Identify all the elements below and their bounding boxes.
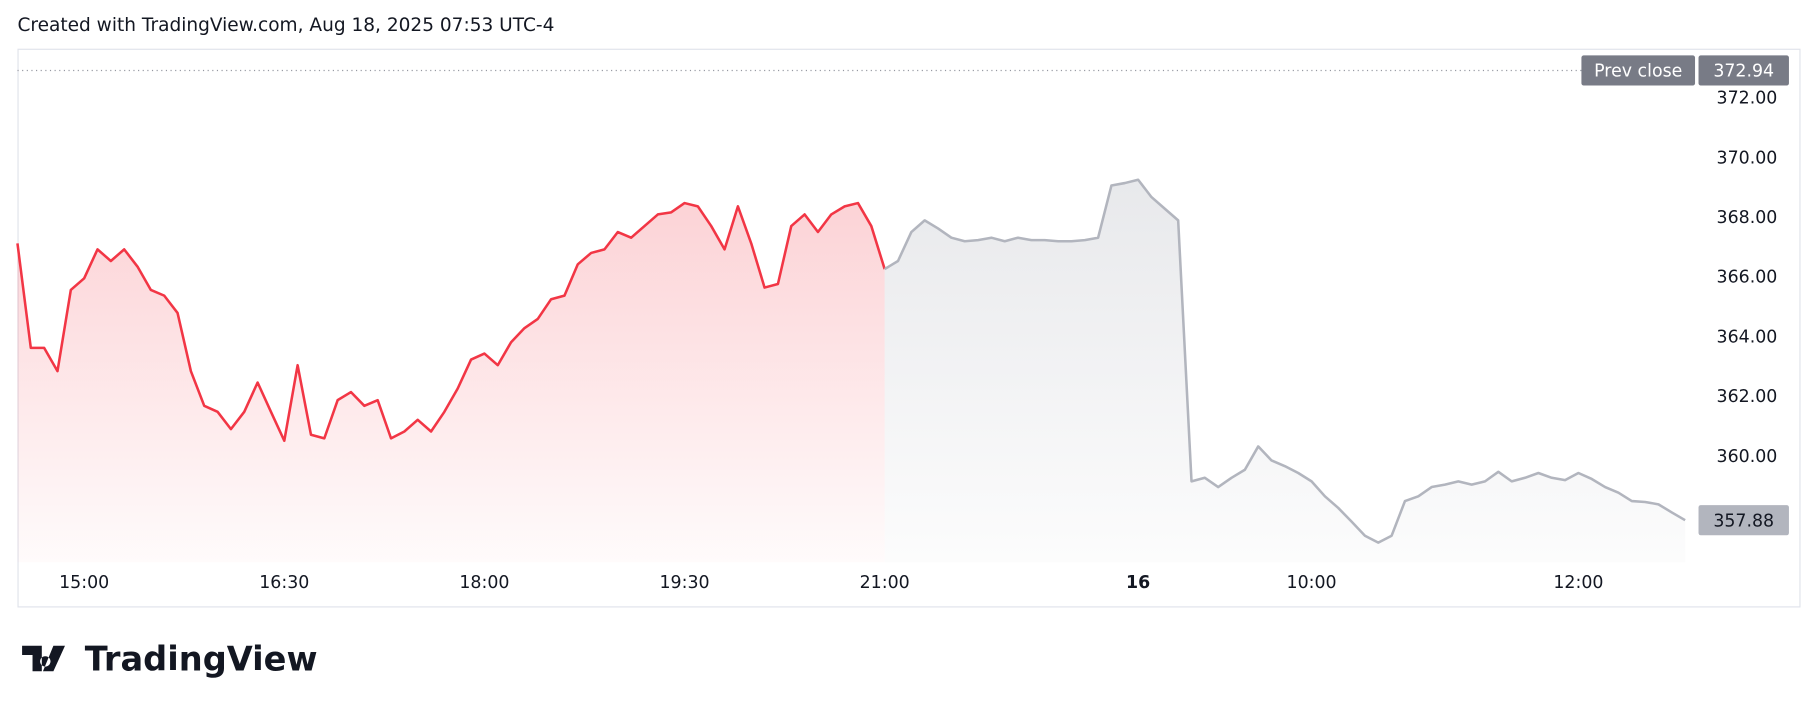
prev-close-label: Prev close [1594,62,1682,82]
brand-text: TradingView [85,639,318,678]
x-tick-label: 15:00 [59,573,109,593]
x-tick-label: 12:00 [1553,573,1603,593]
last-price-label: 357.88 [1713,511,1774,531]
area-fill [17,203,885,563]
x-tick-label: 21:00 [860,573,910,593]
y-tick-label: 372.00 [1717,89,1778,109]
header-text: Created with TradingView.com, Aug 18, 20… [17,15,554,36]
plot-area: 360.00 362.00 364.00 366.00 368.00 370.00 372.… [16,55,1789,593]
brand-logo: TradingView [22,639,318,678]
x-tick-label: 10:00 [1287,573,1337,593]
price-line [16,201,886,443]
last-price-tag [1698,505,1789,536]
x-tick-label: 18:00 [459,573,509,593]
price-line [883,178,1686,544]
y-tick-label: 360.00 [1717,447,1778,467]
prev-close-value-tag [1698,55,1789,86]
x-tick-label: 16 [1126,573,1150,593]
prev-close-tag [1581,55,1696,86]
y-tick-label: 362.00 [1717,387,1778,407]
x-tick-label: 16:30 [259,573,309,593]
y-tick-label: 368.00 [1717,208,1778,228]
logo-icon [22,645,65,672]
x-tick-label: 19:30 [659,573,709,593]
y-tick-label: 370.00 [1717,148,1778,168]
prev-close-value: 372.94 [1713,62,1774,82]
area-fill [884,179,1686,563]
y-tick-label: 366.00 [1717,268,1778,288]
y-tick-label: 364.00 [1717,327,1778,347]
